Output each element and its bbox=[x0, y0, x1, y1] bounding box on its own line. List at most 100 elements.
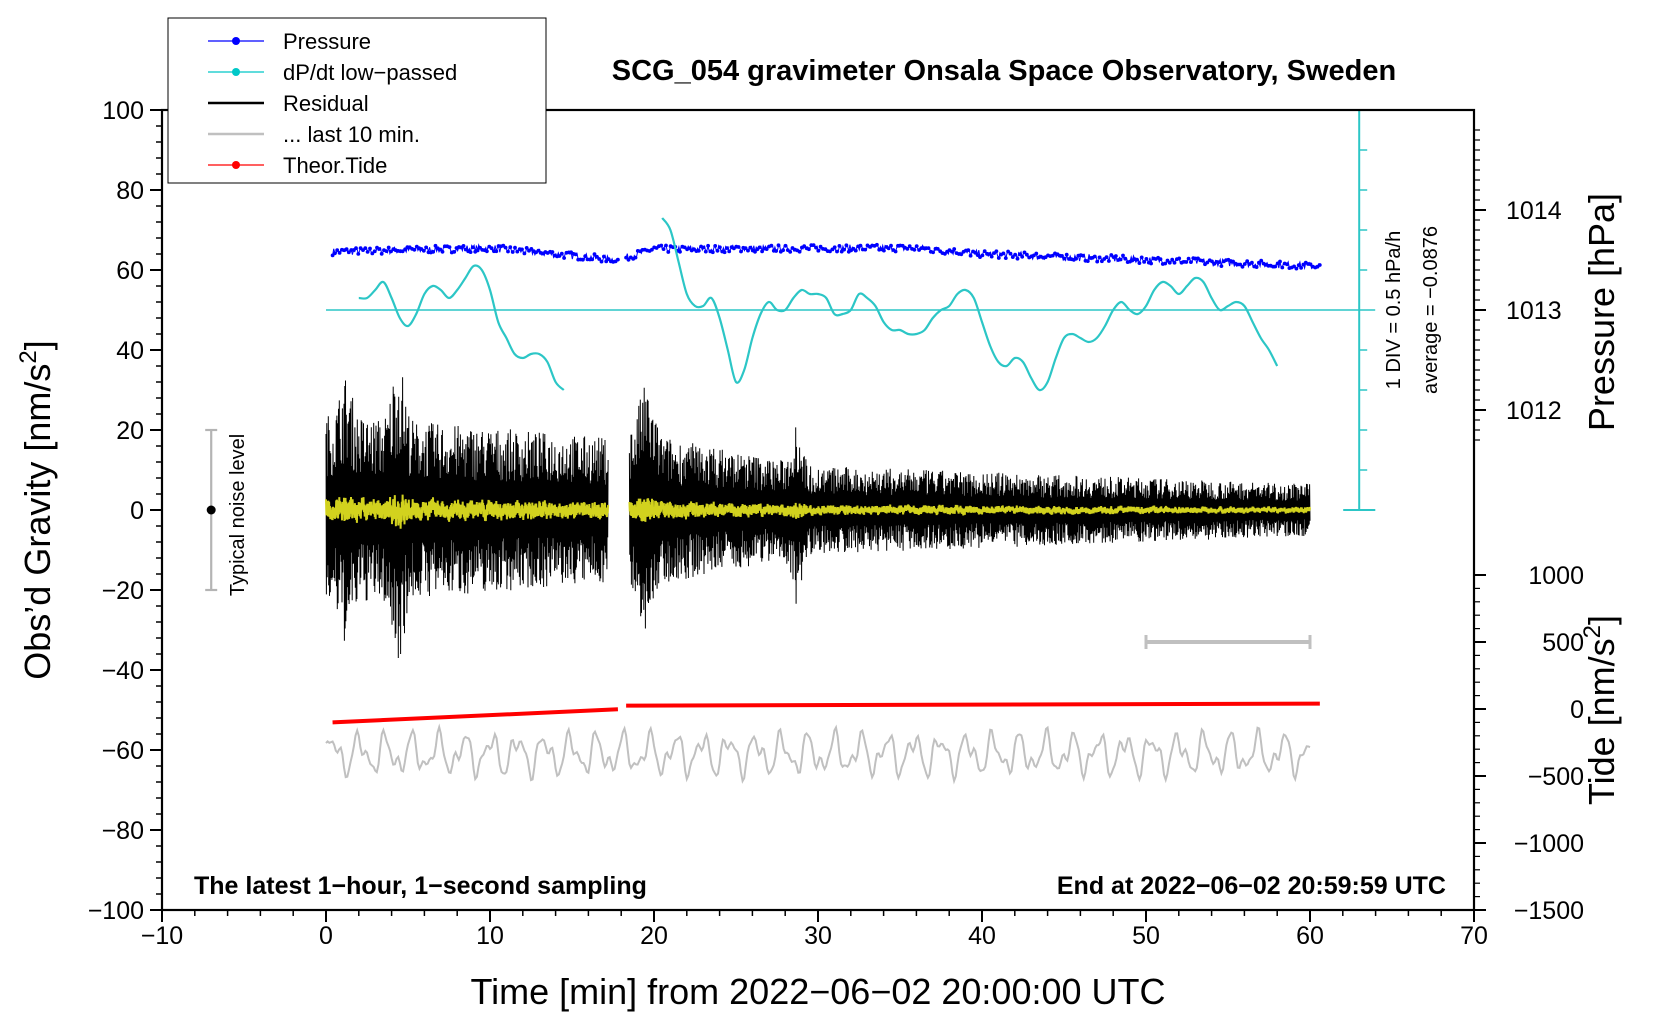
pressure-point bbox=[1095, 259, 1100, 264]
pressure-point bbox=[1273, 264, 1278, 269]
pressure-point bbox=[475, 248, 480, 253]
pressure-point bbox=[818, 244, 823, 249]
pressure-point bbox=[753, 249, 757, 254]
pressure-point bbox=[368, 246, 372, 251]
pressure-point bbox=[1245, 259, 1250, 264]
x-tick-label: 40 bbox=[968, 922, 996, 950]
pressure-point bbox=[524, 246, 529, 250]
pressure-point bbox=[748, 245, 753, 250]
pressure-point bbox=[814, 245, 818, 250]
pressure-point bbox=[1177, 256, 1182, 261]
pressure-point bbox=[633, 255, 638, 260]
y-axis-label-sup: 2 bbox=[15, 350, 42, 363]
pressure-point bbox=[661, 247, 666, 252]
pressure-point bbox=[968, 253, 973, 258]
pressure-point bbox=[996, 256, 1001, 260]
pressure-point bbox=[606, 257, 611, 261]
pressure-point bbox=[513, 245, 517, 250]
dpdt-curve bbox=[661, 217, 1279, 392]
pressure-point bbox=[1149, 261, 1153, 266]
pressure-point bbox=[926, 246, 931, 251]
pressure-point bbox=[807, 247, 811, 252]
pressure-point bbox=[550, 250, 555, 254]
pressure-point bbox=[1240, 264, 1245, 269]
legend-label: Pressure bbox=[283, 29, 371, 54]
pressure-point bbox=[875, 242, 879, 247]
pressure-point bbox=[335, 248, 340, 253]
pressure-point bbox=[386, 245, 391, 250]
y-tick-label: 40 bbox=[116, 337, 144, 365]
pressure-point bbox=[713, 244, 718, 248]
pressure-point bbox=[590, 257, 595, 262]
pressure-point bbox=[797, 249, 802, 254]
pressure-point bbox=[912, 247, 917, 252]
pressure-point bbox=[774, 249, 778, 253]
pressure-point bbox=[1210, 259, 1214, 264]
pressure-point bbox=[389, 249, 393, 254]
dpdt-scale-label: 1 DIV = 0.5 hPa/h bbox=[1383, 231, 1405, 389]
annotation-left: The latest 1−hour, 1−second sampling bbox=[194, 872, 647, 900]
legend-box bbox=[167, 17, 547, 184]
pressure-point bbox=[515, 249, 520, 254]
pressure-point bbox=[1010, 255, 1015, 259]
pressure-point bbox=[703, 249, 708, 254]
pressure-tick-label: 1012 bbox=[1506, 397, 1562, 425]
pressure-series bbox=[330, 242, 1322, 271]
pressure-point bbox=[844, 243, 849, 248]
pressure-point bbox=[743, 246, 748, 251]
pressure-point bbox=[447, 245, 452, 250]
pressure-point bbox=[599, 259, 604, 264]
pressure-point bbox=[931, 250, 935, 255]
tide-axis-label-sup: 2 bbox=[1579, 625, 1606, 638]
pressure-point bbox=[832, 245, 837, 250]
residual-lowpass-line bbox=[628, 498, 1311, 522]
pressure-point bbox=[503, 245, 508, 250]
pressure-point bbox=[935, 247, 940, 251]
pressure-point bbox=[333, 251, 337, 256]
pressure-point bbox=[701, 245, 706, 250]
pressure-point bbox=[421, 248, 426, 253]
pressure-point bbox=[337, 251, 342, 255]
pressure-point bbox=[363, 246, 368, 251]
pressure-point bbox=[706, 243, 710, 248]
pressure-point bbox=[973, 250, 978, 255]
pressure-point bbox=[914, 244, 919, 249]
pressure-point bbox=[354, 246, 358, 251]
x-tick-label: 30 bbox=[804, 922, 832, 950]
pressure-point bbox=[1064, 252, 1069, 257]
pressure-tick-label: 1014 bbox=[1506, 197, 1562, 225]
pressure-point bbox=[494, 249, 499, 254]
legend-swatch-dot bbox=[232, 37, 240, 45]
tide-tick-label: 1000 bbox=[1528, 562, 1584, 590]
chart-annotations: Typical noise level bbox=[205, 428, 1312, 649]
pressure-point bbox=[1060, 254, 1064, 258]
pressure-point bbox=[344, 247, 349, 252]
pressure-point bbox=[966, 248, 971, 253]
pressure-point bbox=[510, 250, 515, 254]
pressure-point bbox=[1219, 264, 1224, 268]
legend-swatch-dot bbox=[232, 68, 240, 76]
pressure-point bbox=[952, 247, 957, 251]
y-axis-label: Obs’d Gravity [nm/s2] bbox=[15, 340, 58, 679]
pressure-point bbox=[506, 249, 510, 254]
dpdt-curve bbox=[358, 264, 565, 391]
pressure-point bbox=[602, 254, 606, 259]
pressure-point bbox=[624, 255, 628, 260]
tide-axis-label-tail: ] bbox=[1581, 615, 1622, 625]
x-tick-label: 20 bbox=[640, 922, 668, 950]
pressure-point bbox=[1008, 251, 1013, 256]
pressure-point bbox=[356, 252, 361, 256]
pressure-point bbox=[365, 250, 370, 254]
pressure-point bbox=[372, 249, 377, 254]
pressure-point bbox=[1205, 260, 1210, 265]
noise-label: Typical noise level bbox=[227, 434, 249, 596]
pressure-point bbox=[1114, 254, 1118, 258]
pressure-point bbox=[1001, 251, 1006, 256]
pressure-point bbox=[715, 248, 720, 253]
pressure-point bbox=[727, 249, 732, 254]
pressure-point bbox=[559, 251, 564, 256]
pressure-point bbox=[882, 248, 886, 253]
pressure-point bbox=[1137, 261, 1142, 265]
pressure-point bbox=[536, 248, 541, 253]
pressure-point bbox=[1280, 265, 1285, 270]
